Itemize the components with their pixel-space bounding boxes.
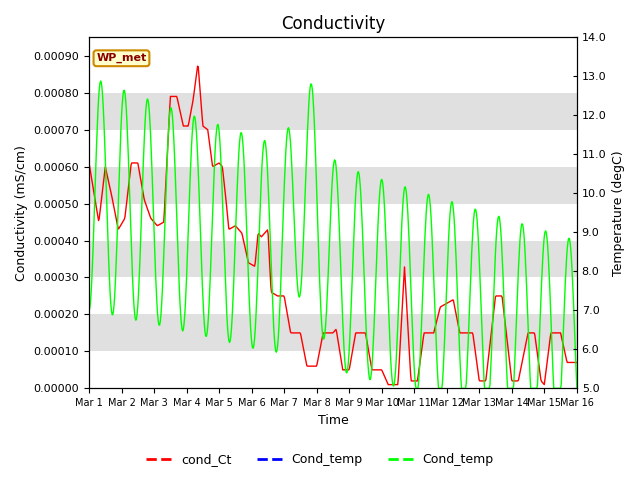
Title: Conductivity: Conductivity	[281, 15, 385, 33]
Bar	[89, 93, 577, 130]
Bar	[89, 314, 577, 351]
Bar	[89, 240, 577, 277]
Bar	[89, 130, 577, 167]
Legend: cond_Ct, Cond_temp, Cond_temp: cond_Ct, Cond_temp, Cond_temp	[141, 448, 499, 471]
X-axis label: Time: Time	[317, 414, 348, 427]
Bar	[89, 56, 577, 93]
Bar	[89, 351, 577, 388]
Bar	[89, 167, 577, 204]
Y-axis label: Conductivity (mS/cm): Conductivity (mS/cm)	[15, 145, 28, 281]
Bar	[89, 277, 577, 314]
Y-axis label: Temperature (degC): Temperature (degC)	[612, 150, 625, 276]
Text: WP_met: WP_met	[97, 53, 147, 63]
Bar	[89, 204, 577, 240]
